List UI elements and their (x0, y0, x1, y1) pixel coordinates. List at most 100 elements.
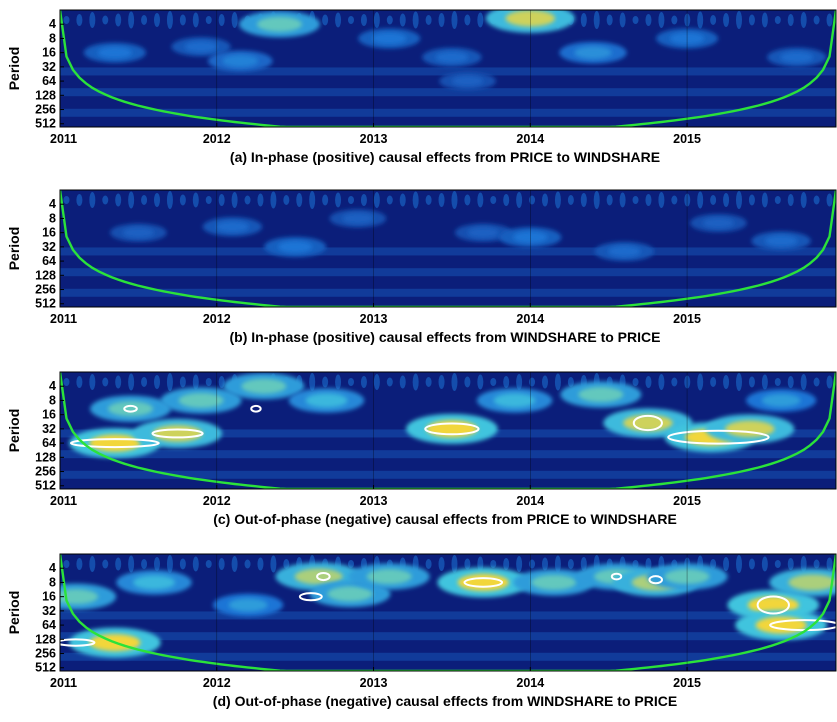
short-period-streak (593, 191, 600, 209)
heatmap-background (60, 190, 836, 307)
y-tick-label: 64 (42, 254, 56, 268)
short-period-streak (141, 559, 148, 569)
short-period-streak (736, 191, 742, 209)
background-band (60, 88, 836, 97)
short-period-streak (360, 376, 367, 388)
hotspot (89, 434, 141, 452)
short-period-streak (438, 13, 445, 27)
short-period-streak (529, 195, 536, 205)
short-period-streak (205, 196, 212, 204)
panel-c: 4 8 16 32 64 128 256 512 Period 2011 2012 2013 2014 2… (0, 362, 837, 540)
hotspot (435, 51, 469, 63)
short-period-streak (580, 13, 587, 27)
panel-caption: (c) Out-of-phase (negative) causal effec… (213, 511, 677, 527)
short-period-streak (787, 376, 794, 388)
x-tick-label: 2011 (50, 676, 77, 690)
short-period-streak (787, 558, 794, 570)
short-period-streak (89, 374, 96, 390)
short-period-streak (748, 14, 755, 26)
significance-contour (151, 428, 204, 439)
short-period-streak (451, 373, 458, 391)
short-period-streak (503, 558, 510, 570)
short-period-streak (723, 557, 730, 571)
short-period-streak (490, 560, 497, 568)
short-period-streak (464, 194, 471, 206)
hotspot (780, 51, 814, 63)
background-band (60, 108, 836, 117)
short-period-streak (102, 195, 109, 205)
short-period-streak (76, 194, 83, 206)
hotspot (574, 46, 612, 59)
short-period-streak (658, 192, 665, 208)
y-tick-label: 4 (49, 197, 56, 211)
y-tick-label: 256 (35, 465, 56, 479)
short-period-streak (244, 195, 251, 205)
hotspot (327, 586, 373, 602)
short-period-streak (205, 378, 212, 386)
background-band (60, 288, 836, 297)
short-period-streak (761, 192, 768, 208)
short-period-streak (542, 557, 548, 571)
short-period-streak (800, 12, 807, 28)
short-period-streak (787, 194, 794, 206)
cone-of-influence (60, 554, 836, 671)
x-tick-label: 2012 (203, 676, 231, 690)
background-band (60, 450, 836, 459)
significance-contour (298, 592, 323, 602)
short-period-streak (425, 195, 432, 205)
short-period-streak (529, 377, 536, 387)
hotspot (755, 616, 807, 634)
short-period-streak (296, 193, 303, 207)
y-tick-label: 8 (49, 575, 56, 589)
short-period-streak (658, 374, 665, 390)
background-band (60, 652, 836, 661)
short-period-streak (166, 555, 173, 573)
short-period-streak (697, 191, 704, 209)
short-period-streak (283, 559, 290, 569)
hotspot (60, 589, 99, 605)
short-period-streak (89, 12, 96, 28)
short-period-streak (503, 376, 510, 388)
short-period-streak (723, 13, 730, 27)
y-axis-label: Period (6, 227, 22, 271)
short-period-streak (205, 560, 212, 568)
short-period-streak (645, 194, 652, 206)
short-period-streak (231, 12, 238, 28)
significance-contour (667, 429, 770, 445)
background-band (60, 67, 836, 76)
short-period-streak (348, 16, 354, 24)
short-period-streak (451, 11, 458, 29)
short-period-streak (128, 191, 135, 209)
panel-d: 4 8 16 32 64 128 256 512 Period 2011 2012 2013 2014 2… (0, 544, 837, 722)
x-tick-label: 2015 (673, 494, 701, 508)
short-period-streak (412, 373, 419, 391)
x-tick-label: 2012 (203, 132, 231, 146)
y-tick-label: 32 (42, 240, 56, 254)
short-period-streak (671, 195, 678, 205)
short-period-streak (554, 555, 561, 573)
x-tick-label: 2014 (516, 312, 544, 326)
hotspot (108, 401, 154, 417)
short-period-streak (554, 191, 561, 209)
x-tick-label: 2015 (673, 676, 701, 690)
short-period-streak (645, 558, 652, 570)
short-period-streak (141, 377, 148, 387)
hotspot (493, 393, 536, 408)
y-tick-label: 32 (42, 604, 56, 618)
x-tick-label: 2012 (203, 494, 231, 508)
y-tick-label: 16 (42, 46, 56, 60)
background-band (60, 611, 836, 620)
short-period-streak (141, 15, 148, 25)
y-axis-label: Period (6, 47, 22, 91)
hotspot (467, 227, 500, 238)
y-tick-label: 16 (42, 408, 56, 422)
x-tick-label: 2014 (516, 132, 544, 146)
short-period-streak (658, 12, 665, 28)
x-tick-label: 2011 (50, 494, 77, 508)
hotspot (178, 392, 224, 408)
short-period-streak (529, 559, 536, 569)
short-period-streak (231, 192, 238, 208)
short-period-streak (322, 14, 329, 26)
short-period-streak (360, 194, 367, 206)
